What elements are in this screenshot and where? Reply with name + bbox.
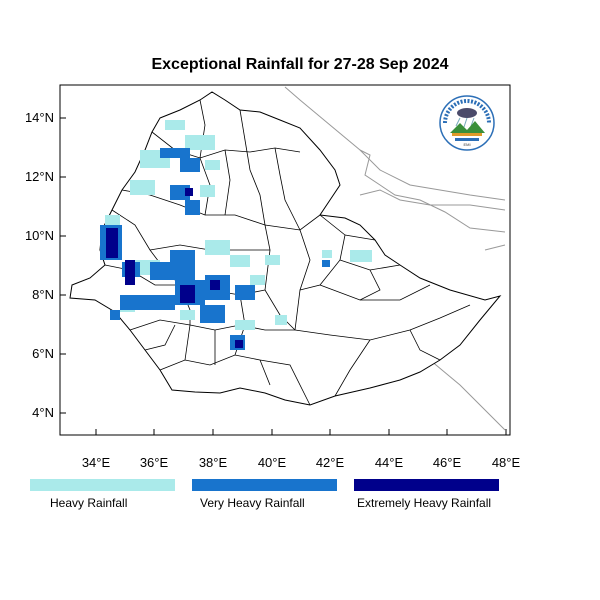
x-tick-label: 36°E bbox=[140, 455, 169, 470]
emi-logo: EMI bbox=[439, 95, 495, 151]
country-outline bbox=[69, 91, 502, 406]
map-title: Exceptional Rainfall for 27-28 Sep 2024 bbox=[151, 56, 449, 73]
rainfall-heavy bbox=[105, 120, 372, 330]
y-tick-label: 6°N bbox=[32, 346, 54, 361]
x-tick-label: 44°E bbox=[375, 455, 404, 470]
legend-label-heavy: Heavy Rainfall bbox=[50, 496, 128, 510]
neighbor-borders bbox=[284, 86, 506, 431]
x-tick-label: 48°E bbox=[492, 455, 521, 470]
y-tick-label: 8°N bbox=[32, 287, 54, 302]
legend-swatch-very-heavy bbox=[192, 479, 337, 491]
legend-label-extreme: Extremely Heavy Rainfall bbox=[357, 496, 492, 510]
y-tick-label: 4°N bbox=[32, 405, 54, 420]
y-tick-label: 10°N bbox=[25, 228, 54, 243]
x-tick-label: 38°E bbox=[199, 455, 228, 470]
y-tick-label: 14°N bbox=[25, 110, 54, 125]
x-ticks bbox=[95, 429, 507, 435]
legend-swatch-heavy bbox=[30, 479, 175, 491]
legend-label-very-heavy: Very Heavy Rainfall bbox=[200, 496, 305, 510]
svg-text:EMI: EMI bbox=[463, 142, 470, 147]
x-tick-label: 40°E bbox=[258, 455, 287, 470]
x-tick-label: 42°E bbox=[316, 455, 345, 470]
x-tick-label: 46°E bbox=[433, 455, 462, 470]
y-ticks bbox=[60, 117, 66, 414]
rainfall-extreme bbox=[106, 188, 243, 348]
x-tick-label: 34°E bbox=[82, 455, 111, 470]
y-tick-label: 12°N bbox=[25, 169, 54, 184]
legend-swatch-extreme bbox=[354, 479, 499, 491]
